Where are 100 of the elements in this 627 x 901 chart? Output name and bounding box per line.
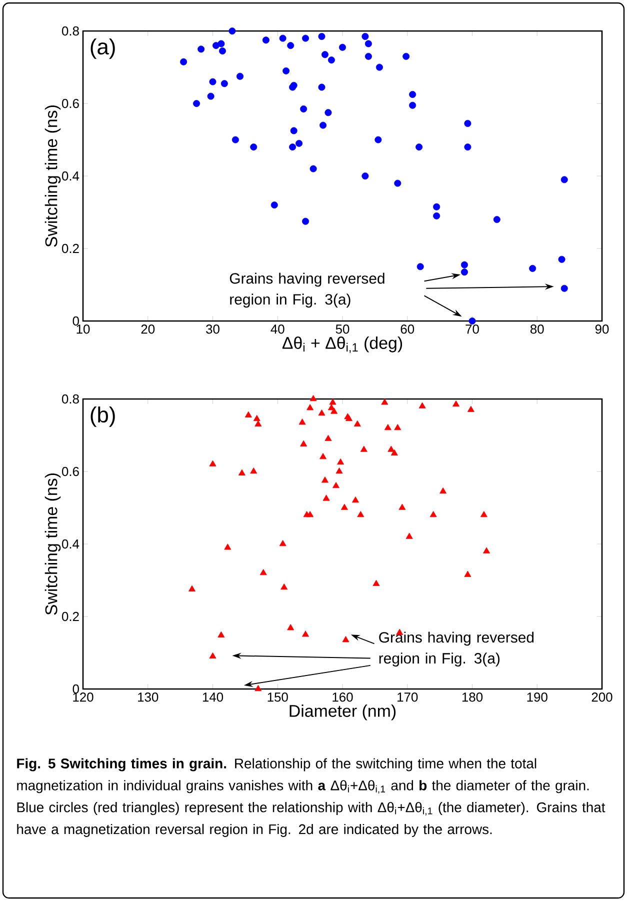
point bbox=[287, 624, 294, 630]
point bbox=[464, 120, 472, 127]
point bbox=[560, 176, 568, 184]
point bbox=[384, 424, 392, 430]
y-tick-label: 0.4 bbox=[62, 539, 80, 549]
annotation: (b) bbox=[90, 406, 115, 427]
point bbox=[306, 511, 314, 518]
point bbox=[188, 585, 196, 592]
y-tick-label: 0.6 bbox=[62, 98, 79, 108]
point bbox=[270, 202, 278, 209]
x-tick-label: 170 bbox=[398, 692, 418, 702]
point bbox=[364, 40, 372, 48]
x-tick-label: 30 bbox=[206, 324, 220, 334]
y-tick-label: 0.4 bbox=[62, 171, 80, 181]
point bbox=[464, 570, 472, 577]
point bbox=[467, 406, 474, 412]
x-tick-label: 200 bbox=[592, 692, 612, 702]
point bbox=[390, 449, 398, 456]
point bbox=[300, 105, 308, 112]
point bbox=[209, 460, 216, 466]
x-tick-label: 60 bbox=[400, 324, 414, 334]
point bbox=[232, 136, 239, 144]
point bbox=[452, 400, 460, 407]
point bbox=[180, 58, 188, 66]
point bbox=[324, 109, 332, 116]
point bbox=[558, 256, 566, 263]
point bbox=[409, 102, 416, 109]
point bbox=[302, 630, 310, 637]
point bbox=[322, 494, 330, 501]
y-tick-label: 0.2 bbox=[62, 244, 79, 254]
point bbox=[364, 52, 372, 60]
point bbox=[460, 261, 468, 268]
point bbox=[238, 469, 246, 476]
point bbox=[324, 434, 332, 441]
y-axis-title: Switching time (ns) bbox=[44, 474, 61, 615]
point bbox=[560, 284, 568, 292]
point bbox=[193, 100, 200, 108]
point bbox=[493, 216, 500, 224]
point bbox=[254, 685, 262, 692]
point bbox=[381, 398, 388, 405]
annotation: (a) bbox=[90, 38, 115, 59]
point bbox=[394, 424, 402, 430]
point bbox=[529, 264, 536, 272]
point bbox=[372, 580, 380, 586]
y-axis-title: Switching time (ns) bbox=[44, 106, 61, 247]
point bbox=[416, 263, 424, 270]
point bbox=[306, 404, 314, 410]
point bbox=[433, 203, 440, 210]
text: Fig. 5 Switching times in grain. Relationship of the switching time when the total magnetization in individual grains vanishes with a Δθ$_{i}$+Δθ$_{i,1}$ and b the diameter of the grain. Blue circles (red triangles) represent the relationship with Δθ$_{i}$+Δθ$_{i,1}$ (the diameter). Grains that have a magnetization reversal region in Fig. 2d are indicated by the arrows. bbox=[17, 758, 606, 837]
point bbox=[218, 40, 225, 48]
point bbox=[321, 51, 328, 58]
point bbox=[318, 84, 326, 91]
x-tick-label: 70 bbox=[466, 324, 479, 334]
point bbox=[300, 440, 308, 446]
annotation: Grains having reversed region in Fig. 3(a) bbox=[379, 632, 534, 667]
point bbox=[332, 482, 340, 488]
x-tick-label: 190 bbox=[527, 692, 548, 702]
point bbox=[287, 42, 294, 50]
x-tick-label: 10 bbox=[76, 324, 90, 334]
y-tick-label: 0.2 bbox=[62, 612, 79, 622]
point bbox=[418, 402, 426, 408]
point bbox=[376, 64, 383, 71]
point bbox=[290, 127, 298, 134]
point bbox=[416, 144, 423, 151]
point bbox=[329, 398, 336, 405]
point bbox=[302, 218, 310, 225]
point bbox=[362, 172, 369, 180]
point bbox=[352, 496, 359, 503]
point bbox=[362, 32, 369, 40]
point bbox=[337, 458, 344, 465]
x-tick-label: 80 bbox=[530, 324, 544, 334]
point bbox=[440, 487, 447, 494]
point bbox=[374, 136, 382, 144]
point bbox=[460, 268, 468, 276]
x-tick-label: 50 bbox=[336, 324, 350, 334]
y-tick-label: 0.6 bbox=[62, 466, 79, 476]
point bbox=[280, 584, 288, 590]
point bbox=[340, 504, 348, 510]
point bbox=[320, 122, 327, 129]
point bbox=[320, 453, 327, 460]
x-tick-label: 90 bbox=[595, 324, 609, 334]
point bbox=[209, 652, 216, 658]
point bbox=[279, 540, 286, 546]
point bbox=[357, 511, 364, 518]
point bbox=[433, 212, 440, 220]
point bbox=[360, 446, 368, 452]
x-tick-label: 120 bbox=[73, 692, 94, 702]
point bbox=[253, 414, 260, 422]
point bbox=[468, 318, 476, 324]
x-axis-title: Δθ$_{i}$ + Δθ$_{i,1}$ (deg) bbox=[282, 336, 402, 353]
point bbox=[330, 408, 338, 414]
point bbox=[218, 631, 225, 638]
point bbox=[338, 44, 346, 51]
point bbox=[398, 504, 406, 510]
y-tick-label: 0.8 bbox=[62, 394, 79, 404]
point bbox=[250, 144, 258, 151]
point bbox=[310, 165, 317, 172]
point bbox=[282, 67, 290, 74]
x-tick-label: 150 bbox=[268, 692, 288, 702]
point bbox=[279, 34, 286, 42]
